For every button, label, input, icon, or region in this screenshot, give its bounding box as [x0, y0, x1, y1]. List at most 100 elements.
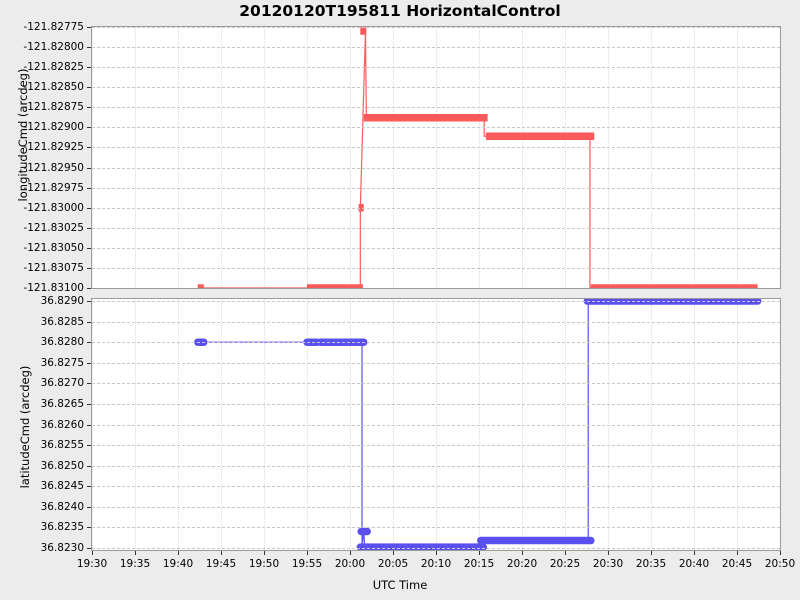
- y-tick-mark: [87, 267, 91, 269]
- y-tick-label: 36.8235: [40, 521, 84, 534]
- x-tick-label: 20:05: [377, 558, 409, 570]
- y-tick-label: -121.82875: [23, 101, 84, 114]
- y-tick-label: 36.8275: [40, 356, 84, 369]
- y-tick-mark: [87, 362, 91, 364]
- x-tick-label: 20:50: [764, 558, 796, 570]
- longitude-series-canvas: [197, 27, 758, 288]
- x-tick-mark: [350, 551, 351, 555]
- y-tick-label: -121.83025: [23, 221, 84, 234]
- y-tick-mark: [87, 147, 91, 149]
- x-tick-mark: [737, 551, 738, 555]
- y-tick-label: 36.8290: [40, 295, 84, 308]
- y-tick-mark: [87, 424, 91, 426]
- x-tick-label: 20:15: [463, 558, 495, 570]
- x-tick-label: 19:40: [162, 558, 194, 570]
- x-tick-label: 19:50: [248, 558, 280, 570]
- x-tick-mark: [522, 551, 523, 555]
- y-tick-label: -121.82950: [23, 161, 84, 174]
- y-tick-mark: [87, 207, 91, 209]
- y-tick-mark: [87, 288, 91, 289]
- y-tick-mark: [87, 167, 91, 169]
- plot-area-latitude: [91, 298, 781, 551]
- x-tick-label: 20:00: [334, 558, 366, 570]
- y-tick-mark: [87, 383, 91, 385]
- y-tick-mark: [87, 127, 91, 129]
- y-tick-mark: [87, 527, 91, 529]
- y-axis-label-latitude: latitudeCmd (arcdeg): [18, 365, 32, 489]
- y-tick-mark: [87, 247, 91, 249]
- gridline-horizontal: [92, 288, 780, 289]
- x-tick-mark: [651, 551, 652, 555]
- y-tick-label: -121.82825: [23, 61, 84, 74]
- y-tick-mark: [87, 67, 91, 69]
- y-tick-label: 36.8270: [40, 377, 84, 390]
- y-tick-mark: [87, 47, 91, 49]
- gridline-vertical: [780, 299, 781, 550]
- gridline-vertical: [780, 27, 781, 288]
- y-tick-label: -121.82900: [23, 121, 84, 134]
- x-tick-label: 20:45: [721, 558, 753, 570]
- y-tick-mark: [87, 547, 91, 549]
- x-tick-label: 20:25: [549, 558, 581, 570]
- x-tick-mark: [436, 551, 437, 555]
- x-tick-label: 19:35: [119, 558, 151, 570]
- y-tick-label: -121.83050: [23, 241, 84, 254]
- x-tick-mark: [221, 551, 222, 555]
- x-tick-mark: [307, 551, 308, 555]
- x-tick-mark: [264, 551, 265, 555]
- x-tick-mark: [135, 551, 136, 555]
- x-tick-mark: [393, 551, 394, 555]
- y-axis-label-longitude: longitudeCmd (arcdeg): [16, 68, 30, 202]
- x-tick-mark: [608, 551, 609, 555]
- y-tick-mark: [87, 27, 91, 28]
- y-tick-label: 36.8230: [40, 541, 84, 554]
- y-tick-label: -121.82800: [23, 41, 84, 54]
- y-tick-label: 36.8250: [40, 459, 84, 472]
- y-tick-label: 36.8265: [40, 397, 84, 410]
- x-tick-label: 20:20: [506, 558, 538, 570]
- x-tick-label: 20:10: [420, 558, 452, 570]
- y-tick-mark: [87, 187, 91, 189]
- y-tick-mark: [87, 321, 91, 323]
- y-tick-label: -121.83075: [23, 261, 84, 274]
- x-tick-mark: [780, 551, 781, 555]
- x-tick-mark: [92, 551, 93, 555]
- latitude-series-canvas: [194, 299, 762, 550]
- y-tick-mark: [87, 227, 91, 229]
- x-tick-label: 20:35: [635, 558, 667, 570]
- y-tick-mark: [87, 342, 91, 344]
- x-tick-label: 20:40: [678, 558, 710, 570]
- y-tick-mark: [87, 486, 91, 488]
- y-tick-label: 36.8240: [40, 500, 84, 513]
- x-axis-label: UTC Time: [372, 578, 428, 592]
- y-tick-label: -121.82925: [23, 141, 84, 154]
- x-tick-mark: [694, 551, 695, 555]
- x-tick-label: 20:30: [592, 558, 624, 570]
- y-tick-label: -121.82850: [23, 81, 84, 94]
- x-tick-mark: [565, 551, 566, 555]
- x-tick-label: 19:45: [205, 558, 237, 570]
- page-title: 20120120T195811 HorizontalControl: [239, 2, 561, 20]
- series-line: [199, 300, 758, 548]
- y-tick-label: -121.83100: [23, 282, 84, 294]
- y-tick-mark: [87, 107, 91, 109]
- y-tick-label: 36.8280: [40, 336, 84, 349]
- y-tick-label: 36.8260: [40, 418, 84, 431]
- y-tick-label: 36.8245: [40, 480, 84, 493]
- x-tick-mark: [178, 551, 179, 555]
- x-tick-label: 19:30: [76, 558, 108, 570]
- y-tick-mark: [87, 506, 91, 508]
- y-tick-label: -121.82975: [23, 181, 84, 194]
- x-tick-mark: [479, 551, 480, 555]
- y-tick-mark: [87, 445, 91, 447]
- y-tick-mark: [87, 87, 91, 89]
- x-tick-label: 19:55: [291, 558, 323, 570]
- y-tick-label: 36.8255: [40, 439, 84, 452]
- y-tick-label: -121.83000: [23, 201, 84, 214]
- y-tick-mark: [87, 403, 91, 405]
- y-tick-mark: [87, 301, 91, 303]
- plot-area-longitude: [91, 26, 781, 289]
- y-tick-label: -121.82775: [23, 21, 84, 33]
- series-line: [199, 31, 758, 288]
